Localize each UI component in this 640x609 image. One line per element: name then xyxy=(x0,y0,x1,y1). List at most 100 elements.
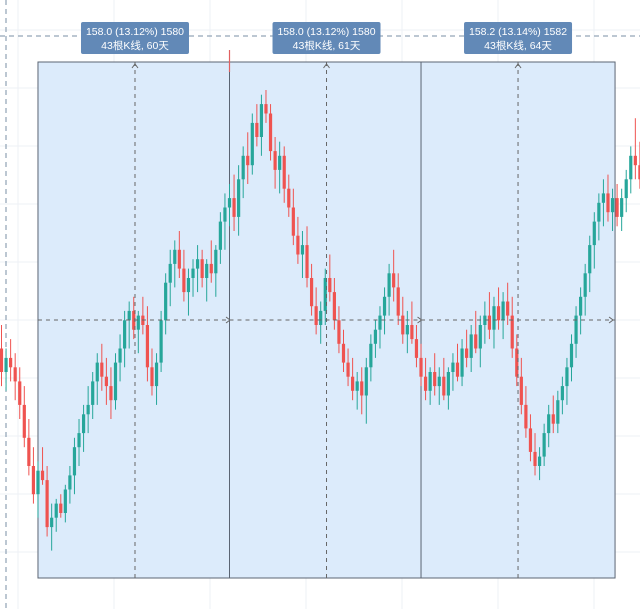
candle-body xyxy=(232,198,236,217)
candle-body xyxy=(392,273,396,288)
candle-body xyxy=(113,362,118,401)
candle-body xyxy=(510,315,514,349)
candle-body xyxy=(173,249,177,264)
candle-body xyxy=(442,376,446,396)
candle-body xyxy=(91,381,95,405)
candle-body xyxy=(451,362,455,372)
candle-body xyxy=(223,207,227,222)
candle-body xyxy=(31,466,36,495)
candle-body xyxy=(405,325,409,335)
candle-body xyxy=(77,433,81,448)
candle-body xyxy=(36,470,40,495)
candle-body xyxy=(50,517,54,528)
candle-body xyxy=(72,447,77,476)
measure-label-line2: 43根K线, 60天 xyxy=(101,39,169,52)
candle-body xyxy=(373,329,378,344)
candle-body xyxy=(0,348,4,372)
candle-body xyxy=(40,470,45,481)
candle-body xyxy=(492,306,496,330)
candle-body xyxy=(264,104,268,114)
measure-label-box xyxy=(80,22,189,54)
candle-body xyxy=(501,301,505,321)
candle-body xyxy=(629,155,633,180)
candle-body xyxy=(460,348,464,377)
candle-body xyxy=(214,249,218,274)
candle-body xyxy=(478,325,482,349)
candle-body xyxy=(341,343,346,363)
candle-body xyxy=(428,372,432,391)
candle-body xyxy=(547,414,551,434)
measure-arrow-up-icon xyxy=(131,63,139,69)
candle-body xyxy=(100,362,104,377)
measure-arrow-right-icon xyxy=(608,316,614,324)
candle-body xyxy=(227,198,232,208)
candle-body xyxy=(268,113,273,152)
measure-label-line2: 43根K线, 64天 xyxy=(484,39,552,52)
candle-body xyxy=(250,122,254,166)
candle-body xyxy=(533,451,537,466)
candle-body xyxy=(382,296,387,316)
candle-body xyxy=(54,503,58,518)
candle-body xyxy=(615,198,619,217)
measure-label-line1: 158.2 (13.14%) 1582 xyxy=(469,26,567,38)
candle-body xyxy=(401,315,405,335)
candle-body xyxy=(620,198,624,217)
candle-body xyxy=(583,273,587,297)
candle-body xyxy=(291,207,295,236)
candle-body xyxy=(601,193,606,203)
candle-body xyxy=(132,310,136,330)
candle-body xyxy=(278,155,282,170)
candle-body xyxy=(45,480,49,528)
candle-body xyxy=(127,310,131,321)
candle-body xyxy=(22,404,26,438)
candle-body xyxy=(323,278,327,311)
candle-body xyxy=(63,489,67,513)
candle-body xyxy=(332,292,336,321)
candle-body xyxy=(433,372,437,387)
measure-label-box xyxy=(464,22,573,54)
candle-body xyxy=(168,263,172,283)
candle-body xyxy=(246,155,250,166)
candle-body xyxy=(396,287,400,316)
candle-body xyxy=(81,414,86,434)
candle-body xyxy=(86,404,90,415)
candle-body xyxy=(4,357,8,372)
candle-body xyxy=(351,376,355,391)
candle-body xyxy=(273,151,277,170)
candle-body xyxy=(542,433,546,457)
candle-body xyxy=(241,155,245,180)
candle-body xyxy=(95,362,99,382)
candle-body xyxy=(387,273,391,297)
candle-body xyxy=(109,386,113,401)
candle-body xyxy=(123,320,127,349)
candle-body xyxy=(638,165,640,180)
candle-body xyxy=(437,376,441,387)
candle-body xyxy=(237,179,241,217)
candle-body xyxy=(191,268,195,278)
candle-body xyxy=(255,122,259,137)
candle-body xyxy=(27,437,31,466)
candle-body xyxy=(410,325,414,340)
measure-label-line2: 43根K线, 61天 xyxy=(293,39,361,52)
candle-body xyxy=(556,400,560,424)
candle-body xyxy=(483,315,487,325)
candle-body xyxy=(195,259,200,269)
measure-arrow-up-icon xyxy=(323,63,330,69)
candle-body xyxy=(154,362,159,387)
candle-body xyxy=(423,376,428,391)
candle-body xyxy=(506,301,510,316)
candle-body xyxy=(319,310,323,325)
candle-body xyxy=(579,296,583,316)
candle-body xyxy=(446,372,450,396)
candle-body xyxy=(592,221,596,246)
candle-body xyxy=(378,315,382,330)
candle-body xyxy=(287,188,291,208)
candle-body xyxy=(537,456,542,466)
candle-body xyxy=(309,278,314,307)
candle-body xyxy=(300,245,305,255)
candle-body xyxy=(487,315,492,330)
candle-body xyxy=(369,343,373,368)
candle-body xyxy=(9,357,13,368)
candle-body xyxy=(182,268,186,293)
